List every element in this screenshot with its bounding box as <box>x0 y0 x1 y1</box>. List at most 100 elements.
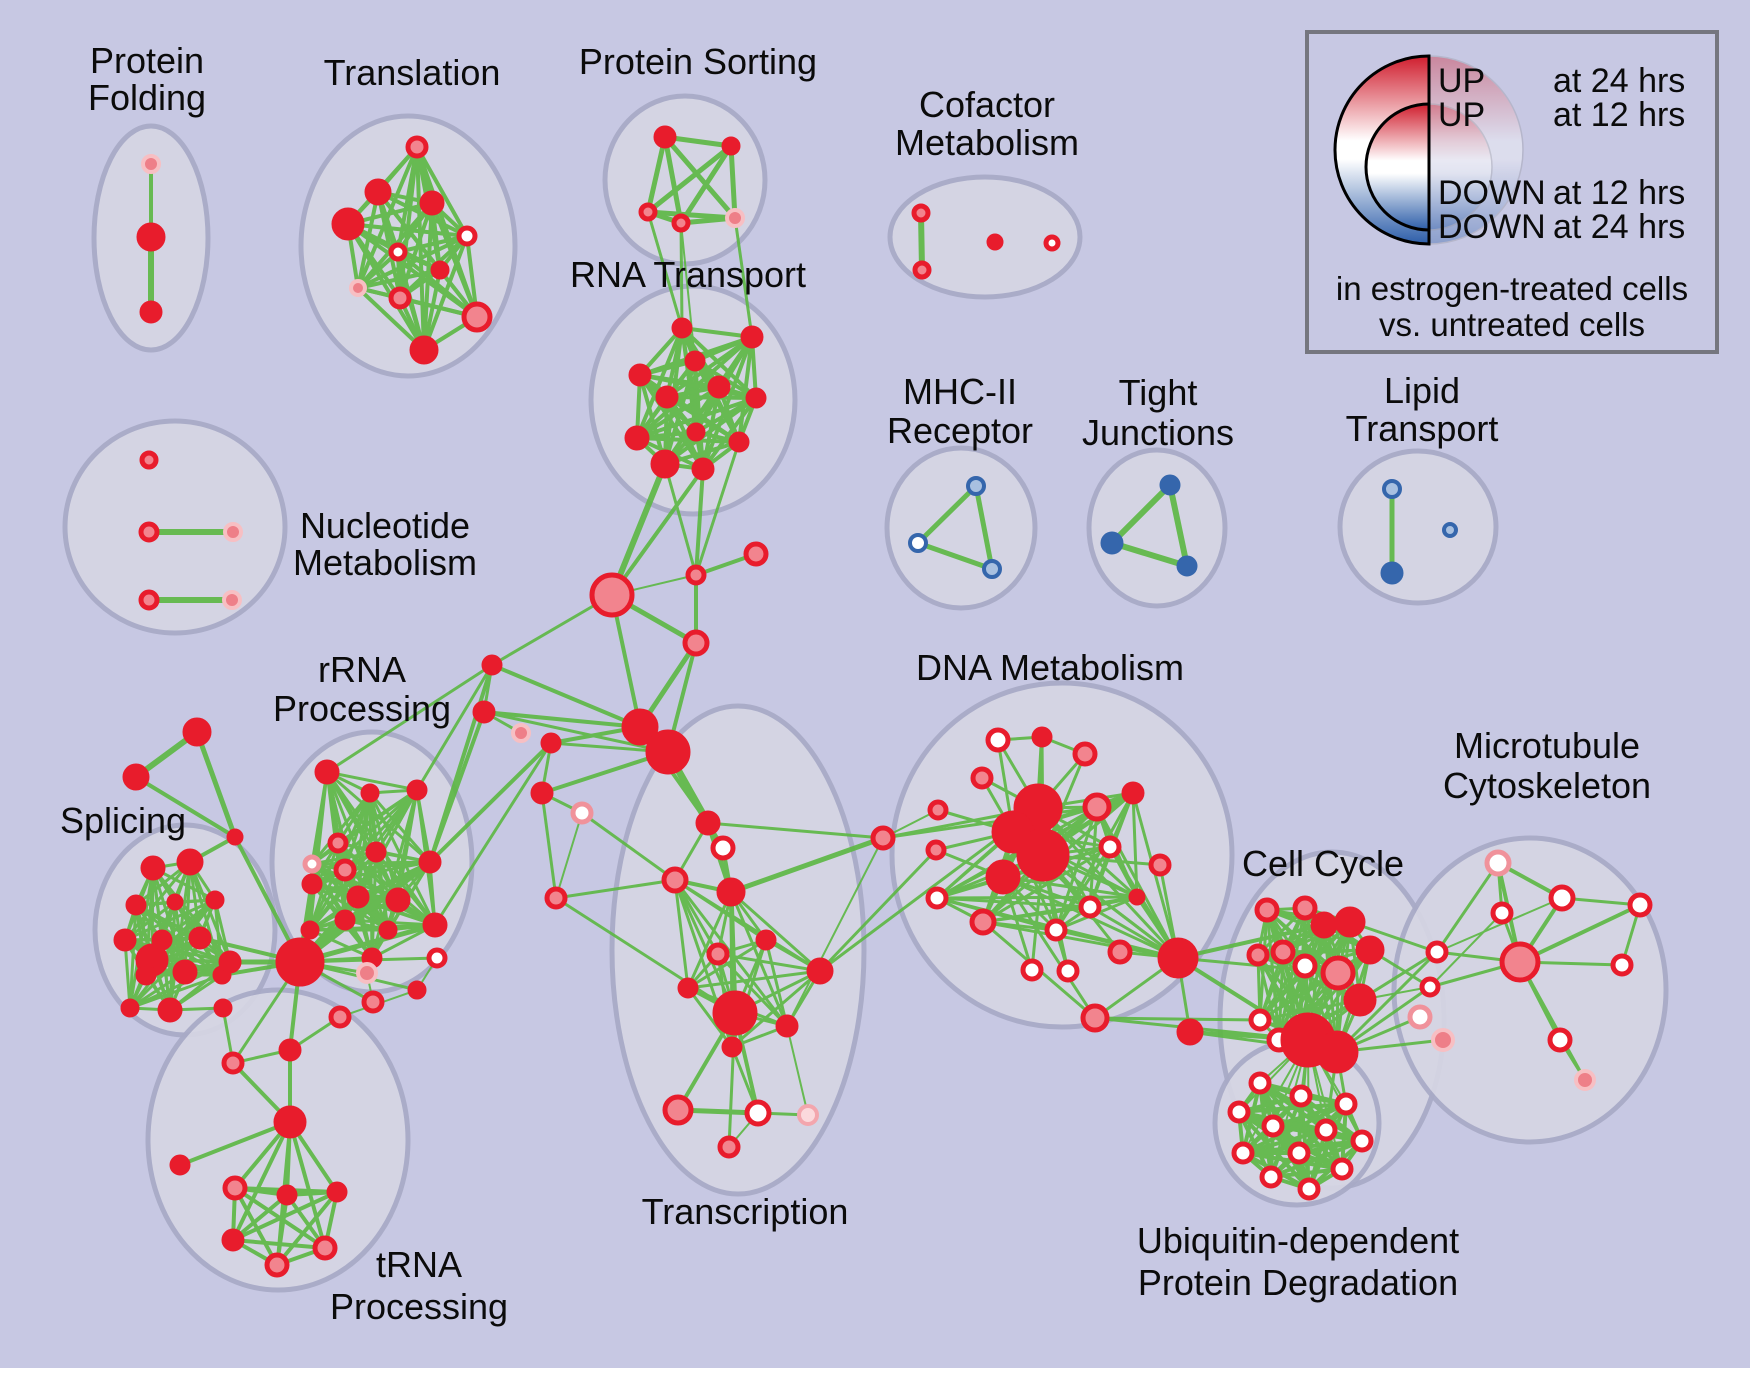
node-lw <box>302 854 322 874</box>
node-s <box>176 848 204 876</box>
edge <box>310 791 372 866</box>
cluster-label-mhc-ii-receptor: Receptor <box>887 410 1033 451</box>
edge <box>396 234 469 254</box>
node-s <box>655 385 679 409</box>
cluster-label-nucleotide-metabolism: Metabolism <box>293 542 477 583</box>
cluster-label-translation: Translation <box>324 52 501 93</box>
cluster-label-cofactor-metabolism: Metabolism <box>895 122 1079 163</box>
node-w <box>1020 958 1044 982</box>
edge <box>662 134 684 226</box>
node-lw <box>570 801 594 825</box>
nodes <box>113 125 1653 1278</box>
node-p <box>661 866 689 894</box>
node-p <box>911 203 931 223</box>
node-p <box>870 825 896 851</box>
cluster-label-ubiquitin-degradation: Protein Degradation <box>1138 1262 1458 1303</box>
node-w <box>985 727 1011 753</box>
node-s <box>695 810 721 836</box>
node-p <box>685 564 707 586</box>
edge <box>680 222 696 362</box>
node-s <box>1310 911 1338 939</box>
node-w <box>1350 1129 1374 1153</box>
cluster-bubble-tight-junctions <box>1086 447 1228 609</box>
node-w <box>1043 234 1061 252</box>
edge <box>554 878 677 900</box>
node-p <box>671 213 691 233</box>
node-p <box>1320 955 1356 991</box>
node-p <box>927 799 949 821</box>
node-s <box>135 964 157 986</box>
node-w <box>1627 892 1653 918</box>
edge <box>733 216 754 339</box>
node-s <box>385 887 411 913</box>
cluster-label-trna-processing: Processing <box>330 1286 508 1327</box>
edge <box>1167 482 1190 569</box>
node-p <box>388 286 412 310</box>
node-w <box>1610 953 1634 977</box>
node-p <box>662 1094 694 1126</box>
node-s <box>364 178 392 206</box>
node-lw <box>1407 1004 1433 1030</box>
edge <box>638 373 705 471</box>
legend-inner-ring <box>1364 102 1431 232</box>
node-s <box>691 457 715 481</box>
node-s <box>113 928 137 952</box>
edge <box>716 952 789 1028</box>
node-p <box>461 301 493 333</box>
edge <box>1001 875 1097 1020</box>
node-s <box>986 233 1004 251</box>
node-s <box>775 1014 799 1038</box>
edge <box>134 775 237 839</box>
node-w <box>1548 884 1576 912</box>
node-p <box>589 572 635 618</box>
node-p <box>969 908 997 936</box>
node-p <box>682 629 710 657</box>
node-s <box>422 912 448 938</box>
edge <box>160 898 217 942</box>
node-s <box>1031 726 1053 748</box>
node-p <box>221 1051 245 1075</box>
node-b <box>1380 561 1404 585</box>
node-s <box>140 855 166 881</box>
edge <box>645 143 734 215</box>
node-s <box>430 260 450 280</box>
edge <box>1258 998 1362 1022</box>
node-bl <box>966 476 986 496</box>
node-w <box>1334 1092 1358 1116</box>
edge <box>194 729 238 840</box>
edge <box>540 791 558 900</box>
node-s <box>378 920 398 940</box>
node-p <box>638 202 658 222</box>
edge <box>786 1025 809 1116</box>
edge <box>678 143 734 226</box>
node-lp <box>1431 1028 1455 1052</box>
node-s <box>653 125 677 149</box>
node-s <box>221 1228 245 1252</box>
node-s <box>677 977 699 999</box>
node-w <box>1259 1165 1283 1189</box>
edge <box>428 710 486 864</box>
node-s <box>745 387 767 409</box>
node-w <box>1419 976 1441 998</box>
cluster-label-microtubule-cytoskeleton: Microtubule <box>1454 725 1640 766</box>
node-s <box>205 890 225 910</box>
node-s <box>218 950 242 974</box>
node-bl <box>1442 522 1458 538</box>
node-s <box>418 850 442 874</box>
node-s <box>712 990 758 1036</box>
node-s <box>278 1038 302 1062</box>
node-w <box>1289 1084 1313 1108</box>
edge <box>680 326 758 400</box>
edge <box>1429 912 1503 988</box>
cluster-bubble-cofactor-metabolism <box>887 174 1083 300</box>
node-p <box>361 990 385 1014</box>
node-s <box>419 190 445 216</box>
legend-row-direction: UP <box>1438 96 1485 134</box>
node-s <box>182 717 212 747</box>
edge <box>1241 1128 1328 1155</box>
edge <box>415 663 494 792</box>
cluster-label-dna-metabolism: DNA Metabolism <box>916 647 1184 688</box>
cluster-label-protein-sorting: Protein Sorting <box>579 41 817 82</box>
